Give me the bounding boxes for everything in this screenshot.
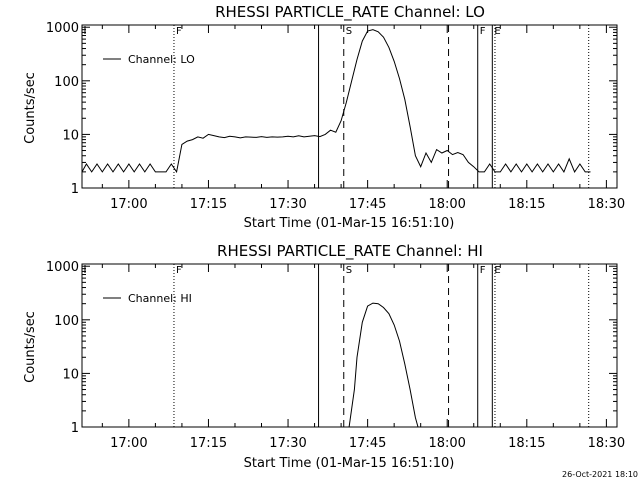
annotation-label: F [480,26,486,37]
chart-panel-hi: RHESSI PARTICLE_RATE Channel: HI Start T… [23,242,625,471]
series-line [348,302,419,428]
x-tick-label: 18:15 [508,436,545,451]
annotation-label: F [480,265,486,276]
series-line [81,29,591,174]
annotation-label: E [494,26,500,37]
x-tick-label: 17:30 [269,197,306,212]
annotation-label: F [176,265,182,276]
annotation-label: S [346,26,352,37]
x-tick-label: 17:45 [349,436,386,451]
plot-frame [81,24,618,189]
y-tick-label: 1000 [46,21,79,36]
y-tick-label: 100 [54,75,79,90]
chart-title: RHESSI PARTICLE_RATE Channel: HI [217,242,483,261]
y-tick-label: 10 [62,128,79,143]
annotation-label: S [346,265,352,276]
x-tick-label: 18:00 [428,436,465,451]
x-axis-label: Start Time (01-Mar-15 16:51:10) [244,216,455,231]
y-axis-label: Counts/sec [23,311,38,383]
x-tick-label: 18:30 [588,436,625,451]
x-tick-label: 17:45 [349,197,386,212]
x-tick-label: 17:30 [269,436,306,451]
chart-panel-lo: RHESSI PARTICLE_RATE Channel: LO Start T… [23,3,625,231]
x-tick-label: 17:00 [110,197,147,212]
x-tick-label: 17:15 [190,197,227,212]
x-tick-label: 18:30 [588,197,625,212]
x-tick-label: 18:00 [428,197,465,212]
plot-frame [81,263,618,428]
y-tick-label: 1 [71,182,79,197]
y-tick-label: 100 [54,314,79,329]
x-tick-label: 18:15 [508,197,545,212]
x-axis-label: Start Time (01-Mar-15 16:51:10) [244,456,455,471]
annotation-label: F [176,26,182,37]
y-tick-label: 10 [62,367,79,382]
annotation-label: E [494,265,500,276]
x-tick-label: 17:00 [110,436,147,451]
x-tick-label: 17:15 [190,436,227,451]
legend-label: Channel: LO [128,53,195,66]
chart-title: RHESSI PARTICLE_RATE Channel: LO [215,3,485,22]
y-tick-label: 1000 [46,260,79,275]
legend-label: Channel: HI [128,292,192,305]
y-axis-label: Counts/sec [23,72,38,144]
timestamp: 26-Oct-2021 18:10 [562,470,638,479]
y-tick-label: 1 [71,421,79,436]
